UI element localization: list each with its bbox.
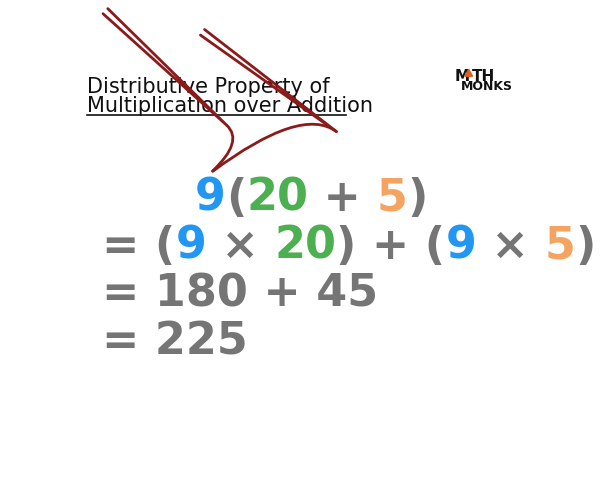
Text: 20: 20 xyxy=(275,224,337,268)
Text: TH: TH xyxy=(472,69,495,84)
Text: ×: × xyxy=(476,224,545,268)
Text: MONKS: MONKS xyxy=(461,80,513,93)
Text: ×: × xyxy=(206,224,275,268)
Text: = 180 + 45: = 180 + 45 xyxy=(102,273,378,315)
Text: ): ) xyxy=(407,177,428,220)
Text: M: M xyxy=(455,69,470,84)
Text: 9: 9 xyxy=(195,177,226,220)
Polygon shape xyxy=(465,69,473,76)
Text: 5: 5 xyxy=(377,177,407,220)
Text: 20: 20 xyxy=(247,177,308,220)
Text: 9: 9 xyxy=(175,224,206,268)
Text: 9: 9 xyxy=(446,224,476,268)
Text: ): ) xyxy=(575,224,596,268)
Text: ) + (: ) + ( xyxy=(337,224,446,268)
Text: = 225: = 225 xyxy=(102,320,248,363)
Text: 5: 5 xyxy=(545,224,575,268)
Text: = (: = ( xyxy=(102,224,175,268)
Text: (: ( xyxy=(226,177,247,220)
Text: +: + xyxy=(308,177,377,220)
Text: Multiplication over Addition: Multiplication over Addition xyxy=(86,96,373,116)
Text: Distributive Property of: Distributive Property of xyxy=(86,77,329,97)
